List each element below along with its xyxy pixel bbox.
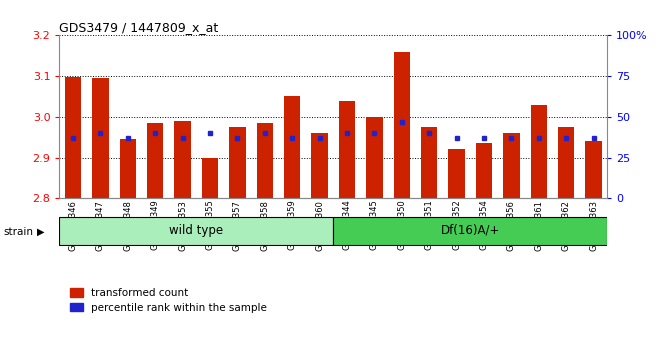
Bar bbox=[339, 101, 355, 198]
Text: GDS3479 / 1447809_x_at: GDS3479 / 1447809_x_at bbox=[59, 21, 218, 34]
Bar bbox=[448, 149, 465, 198]
Bar bbox=[531, 105, 547, 198]
Text: ▶: ▶ bbox=[38, 227, 45, 237]
Bar bbox=[229, 127, 246, 198]
Bar bbox=[366, 117, 383, 198]
Text: strain: strain bbox=[3, 227, 33, 237]
Bar bbox=[65, 77, 81, 198]
Bar bbox=[503, 133, 519, 198]
Bar bbox=[147, 123, 164, 198]
Bar bbox=[393, 52, 410, 198]
Bar bbox=[174, 121, 191, 198]
Bar bbox=[284, 97, 300, 198]
Bar bbox=[312, 133, 328, 198]
Bar bbox=[476, 143, 492, 198]
Bar bbox=[421, 127, 438, 198]
Bar bbox=[202, 158, 218, 198]
Bar bbox=[558, 127, 574, 198]
Bar bbox=[333, 217, 607, 245]
Bar bbox=[59, 217, 333, 245]
Bar bbox=[257, 123, 273, 198]
Bar bbox=[585, 141, 602, 198]
Text: Df(16)A/+: Df(16)A/+ bbox=[441, 224, 500, 237]
Text: wild type: wild type bbox=[169, 224, 224, 237]
Bar bbox=[119, 139, 136, 198]
Bar bbox=[92, 78, 109, 198]
Legend: transformed count, percentile rank within the sample: transformed count, percentile rank withi… bbox=[70, 289, 267, 313]
